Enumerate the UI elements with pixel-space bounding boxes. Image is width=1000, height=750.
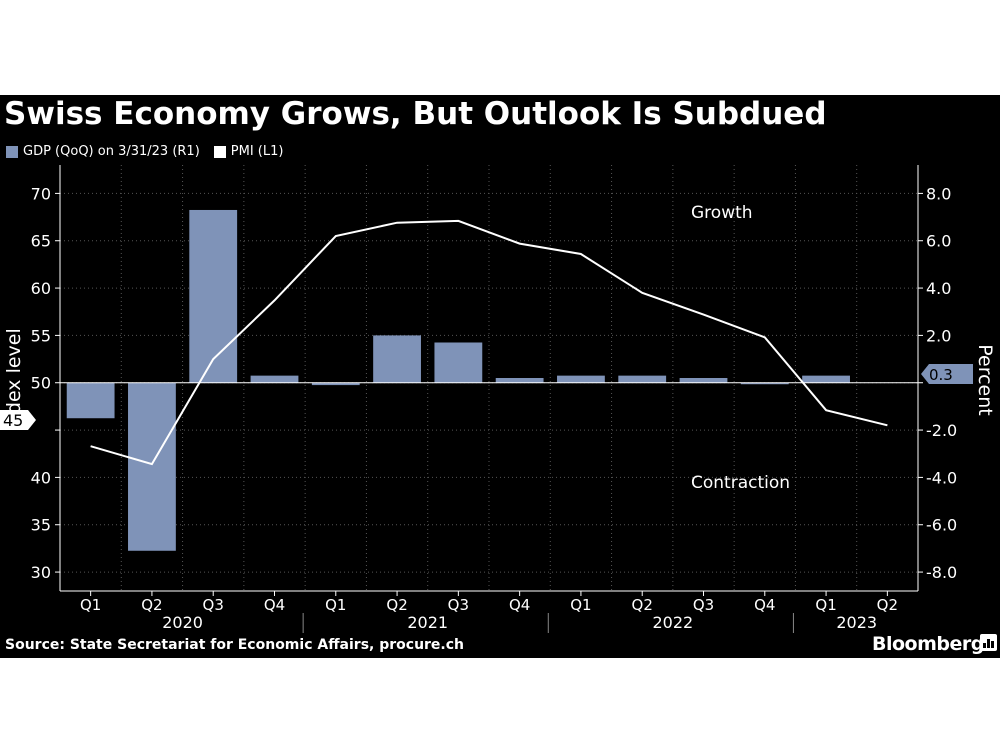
x-tick-label: Q2 xyxy=(877,596,898,614)
x-tick-label: Q2 xyxy=(632,596,653,614)
gdp-bar xyxy=(66,382,115,419)
right-tick-label: -8.0 xyxy=(926,563,957,582)
x-tick-label: Q4 xyxy=(754,596,775,614)
legend-label-gdp: GDP (QoQ) on 3/31/23 (R1) xyxy=(23,144,200,159)
x-tick-label: Q2 xyxy=(141,596,162,614)
right-tick-label: -4.0 xyxy=(926,468,957,487)
gdp-bar xyxy=(434,342,483,383)
legend-swatch-gdp xyxy=(6,146,18,158)
gdp-bar xyxy=(740,382,789,385)
x-tick-label: Q1 xyxy=(570,596,591,614)
gdp-bar xyxy=(373,335,421,383)
legend: GDP (QoQ) on 3/31/23 (R1) PMI (L1) xyxy=(6,143,297,161)
right-axis-label: Percent xyxy=(974,344,996,416)
legend-label-pmi: PMI (L1) xyxy=(230,144,284,159)
x-tick-label: Q3 xyxy=(693,596,714,614)
x-tick-label: Q4 xyxy=(264,596,285,614)
gdp-bar xyxy=(189,209,238,383)
left-tick-label: 35 xyxy=(31,516,51,535)
legend-item-gdp: GDP (QoQ) on 3/31/23 (R1) xyxy=(6,143,200,161)
gdp-bar xyxy=(311,382,360,386)
left-tick-label: 50 xyxy=(31,374,51,393)
gdp-bar xyxy=(250,375,299,383)
gdp-bar xyxy=(802,375,850,383)
brand-logo: Bloomberg xyxy=(872,633,984,655)
right-value-badge-bg xyxy=(921,364,973,384)
chart-title: Swiss Economy Grows, But Outlook Is Subd… xyxy=(4,96,827,132)
right-tick-label: 8.0 xyxy=(926,184,951,203)
x-tick-label: Q3 xyxy=(448,596,469,614)
left-tick-label: 55 xyxy=(31,326,51,345)
left-tick-label: 60 xyxy=(31,279,51,298)
gdp-bar xyxy=(679,378,728,383)
tick-labels: 30 35 40 50 55 60 65 70 8.0 6.0 4.0 2.0 -2.0 -4.0 -6.0… xyxy=(31,184,958,582)
source-note: Source: State Secretariat for Economic A… xyxy=(5,637,465,653)
left-axis-label: Index level xyxy=(3,328,25,432)
right-tick-label: 4.0 xyxy=(926,279,951,298)
grid xyxy=(60,165,918,591)
gdp-bar xyxy=(495,378,544,383)
chart-icon xyxy=(980,634,997,651)
right-tick-label: -2.0 xyxy=(926,421,957,440)
gdp-bars xyxy=(66,209,850,551)
left-tick-label: 65 xyxy=(31,232,51,251)
left-tick-label: 40 xyxy=(31,468,51,487)
left-value-badge: 45 xyxy=(3,411,23,430)
gdp-bar xyxy=(557,375,605,383)
pmi-line xyxy=(90,219,888,466)
x-tick-label: Q2 xyxy=(386,596,407,614)
year-label: 2021 xyxy=(407,613,448,632)
left-value-badge-bg xyxy=(0,410,28,430)
year-label: 2023 xyxy=(836,613,877,632)
annotation-growth: Growth xyxy=(691,203,753,223)
year-label: 2020 xyxy=(162,613,203,632)
legend-swatch-pmi xyxy=(213,146,226,158)
x-tick-label: Q4 xyxy=(509,596,530,614)
left-tick-label: 30 xyxy=(31,563,51,582)
gdp-bar xyxy=(128,382,176,551)
x-tick-label: Q1 xyxy=(815,596,836,614)
x-tick-label: Q3 xyxy=(203,596,224,614)
left-tick-label: 70 xyxy=(31,184,51,203)
right-value-badge: 0.3 xyxy=(929,366,953,384)
gdp-bar xyxy=(618,375,667,383)
x-tick-label: Q1 xyxy=(80,596,101,614)
legend-item-pmi: PMI (L1) xyxy=(213,143,284,161)
x-tick-label: Q1 xyxy=(325,596,346,614)
right-tick-label: -6.0 xyxy=(926,516,957,535)
year-label: 2022 xyxy=(652,613,693,632)
right-tick-label: 6.0 xyxy=(926,232,951,251)
right-tick-label: 2.0 xyxy=(926,326,951,345)
left-value-badge-pointer xyxy=(28,410,36,430)
annotation-contraction: Contraction xyxy=(691,473,790,493)
axes xyxy=(59,165,919,592)
